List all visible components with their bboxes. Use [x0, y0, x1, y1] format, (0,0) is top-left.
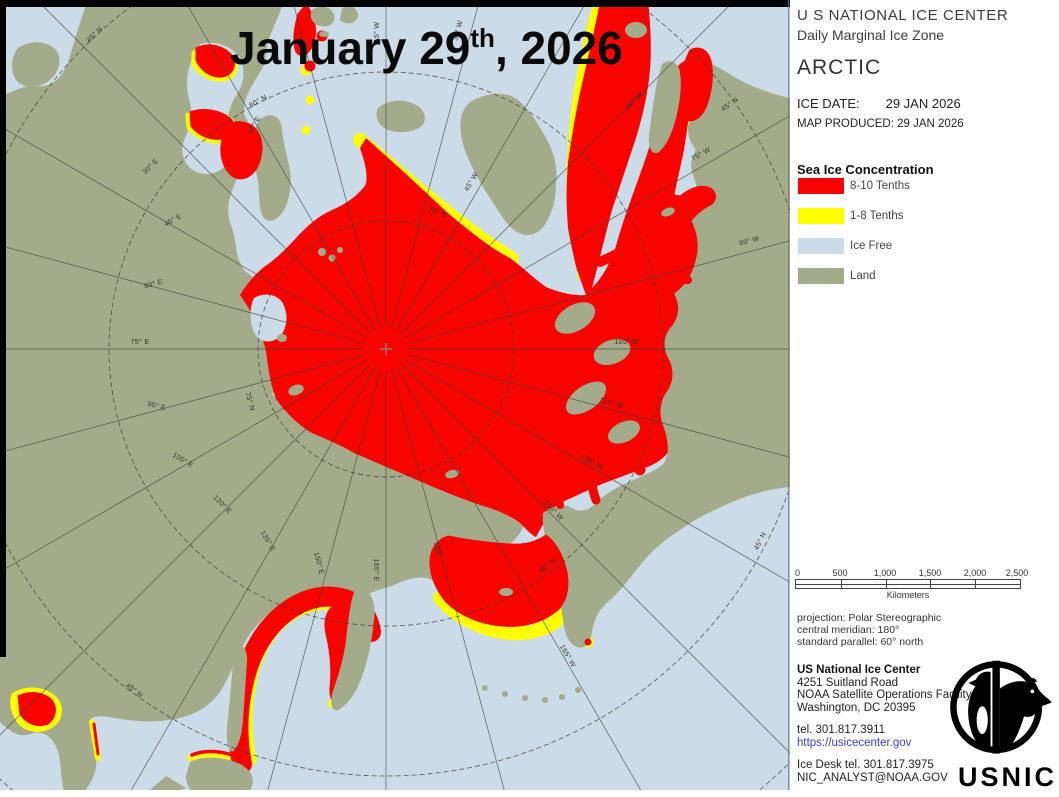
ice-date-row: ICE DATE: 29 JAN 2026: [797, 96, 961, 111]
land-greenland: [460, 93, 557, 235]
graticule-label: 180°: [432, 541, 444, 558]
ice-date-value: 29 JAN 2026: [885, 96, 961, 111]
usnic-logo: USNIC: [939, 657, 1057, 793]
legend-swatch-1-8: [798, 208, 844, 224]
legend-title: Sea Ice Concentration: [797, 162, 934, 177]
usnic-logo-graphic: [950, 660, 1052, 754]
graticule-label: 165° E: [372, 559, 380, 582]
contact-block: US National Ice Center 4251 Suitland Roa…: [797, 664, 972, 784]
legend-swatch-land: [798, 268, 844, 284]
scale-bar-graphic: [795, 579, 1021, 589]
agency-title: U S NATIONAL ICE CENTER: [797, 7, 1009, 24]
land-corner-blob: [12, 42, 60, 87]
info-panel: U S NATIONAL ICE CENTER Daily Marginal I…: [790, 0, 1059, 797]
graticule-label: 75° E: [131, 338, 150, 346]
land-novaya-zemlya: [253, 115, 291, 221]
scale-bar-unit: Kilometers: [886, 590, 930, 600]
legend-swatch-ice-free: [798, 238, 844, 254]
land-overpaint: [150, 6, 681, 790]
land-baffin: [648, 61, 681, 154]
contact-name: US National Ice Center: [797, 664, 921, 676]
graticule: [0, 0, 790, 790]
land-kamchatka: [331, 588, 375, 711]
graticule-label: 105° W: [615, 338, 640, 346]
projection-info: projection: Polar Stereographic central …: [797, 612, 942, 648]
scale-bar-ticks: 0 500 1,000 1,500 2,000 2,500: [795, 568, 1029, 578]
land-japan: [186, 757, 253, 790]
sea-kara-inlet: [250, 294, 287, 342]
land-base: [0, 0, 524, 790]
logo-text: USNIC: [957, 762, 1057, 792]
arctic-map: 15° E 30° E 45° E 60° E 75° E 90° E 105° E 120°…: [0, 0, 790, 790]
product-title: Daily Marginal Ice Zone: [797, 27, 945, 43]
website-link[interactable]: https://usicecenter.gov: [797, 736, 912, 749]
border-left: [0, 0, 6, 657]
map-date-title: January 29th, 2026: [230, 22, 623, 74]
analyst-email: NIC_ANALYST@NOAA.GOV: [797, 771, 948, 784]
border-top: [0, 0, 790, 7]
ice-desk-phone: Ice Desk tel. 301.817.3975: [797, 759, 934, 771]
region-title: ARCTIC: [797, 56, 882, 79]
map-produced-row: MAP PRODUCED: 29 JAN 2026: [797, 118, 964, 130]
ice-date-label: ICE DATE:: [797, 96, 860, 111]
legend-swatch-8-10: [798, 178, 844, 194]
scale-bar: 0 500 1,000 1,500 2,000 2,500 Kilometers: [795, 568, 1029, 602]
land-eurasia: [0, 0, 524, 790]
land-iceland: [376, 100, 425, 133]
phone: tel. 301.817.3911: [797, 724, 886, 736]
sea-labrador: [592, 0, 790, 288]
land-north-america: [542, 56, 790, 648]
logo-center-bar: [992, 660, 1000, 754]
polar-bear-icon: [999, 681, 1052, 752]
pole-marker: [380, 343, 392, 355]
graticule-label: 15° W: [373, 22, 381, 43]
